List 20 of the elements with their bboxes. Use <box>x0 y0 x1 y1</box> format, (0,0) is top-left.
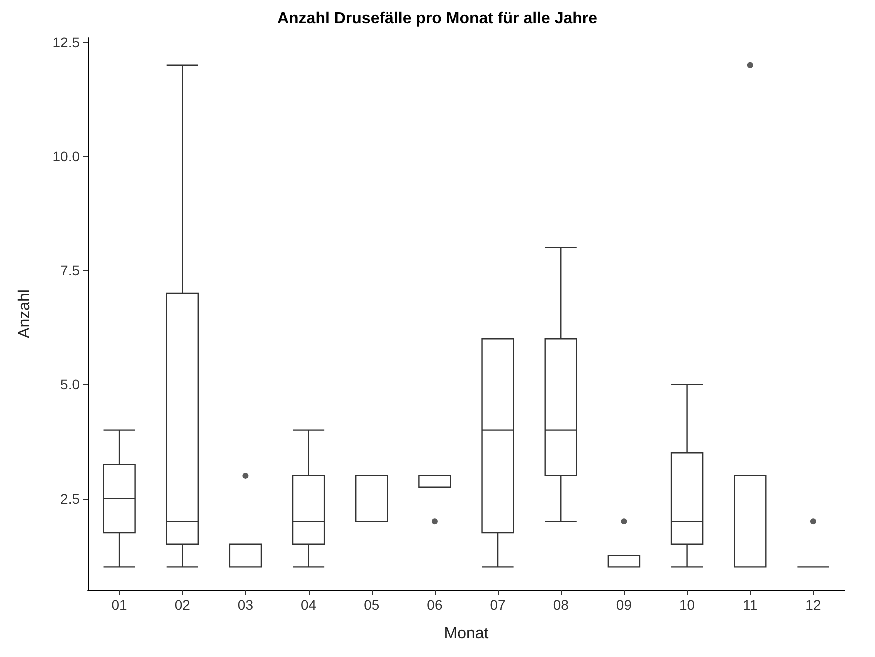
x-tick-label: 11 <box>743 597 758 613</box>
x-tick-label: 02 <box>174 597 191 613</box>
x-tick-label: 08 <box>553 597 570 613</box>
y-tick-label: 10.0 <box>52 148 80 165</box>
x-tick-label: 07 <box>490 597 506 613</box>
y-tick-label: 12.5 <box>52 34 80 51</box>
chart-title: Anzahl Drusefälle pro Monat für alle Jahre <box>277 10 598 28</box>
y-axis-title: Anzahl <box>16 290 34 338</box>
y-tick-label: 2.5 <box>60 490 80 507</box>
y-tick-label: 5.0 <box>60 376 80 393</box>
x-tick-label: 05 <box>364 597 380 613</box>
x-axis-title: Monat <box>444 626 490 642</box>
y-tick-label: 7.5 <box>60 262 80 279</box>
x-tick-label: 06 <box>427 597 443 613</box>
x-tick-label: 09 <box>616 597 632 613</box>
x-tick-label: 10 <box>680 597 696 613</box>
x-tick-label: 04 <box>301 597 317 613</box>
x-tick-label: 01 <box>112 597 128 613</box>
x-tick-label: 03 <box>238 597 254 613</box>
x-tick-label: 12 <box>806 597 822 613</box>
